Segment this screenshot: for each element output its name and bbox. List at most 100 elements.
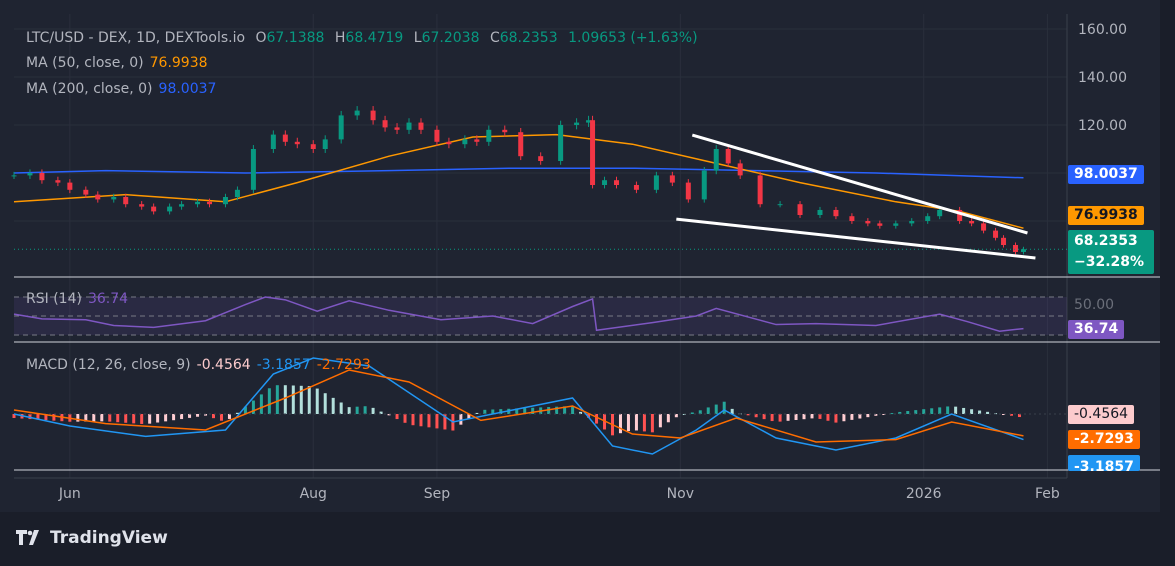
macd-histogram-bar: [555, 406, 559, 414]
macd-histogram-bar: [802, 414, 806, 420]
candle-body: [322, 139, 328, 149]
macd-histogram-bar: [427, 414, 431, 428]
macd-label: MACD (12, 26, close, 9): [26, 357, 191, 373]
macd-histogram-bar: [483, 409, 487, 414]
candle-body: [633, 185, 639, 190]
tradingview-icon: [16, 530, 39, 545]
macd-histogram-bar: [618, 414, 622, 434]
macd-histogram-bar: [100, 414, 104, 422]
candle-body: [95, 194, 101, 200]
candle-body: [39, 173, 45, 181]
macd-histogram-bar: [411, 414, 415, 426]
macd-histogram-bar: [914, 410, 918, 414]
candle-body: [538, 156, 544, 161]
macd-histogram-bar: [323, 393, 327, 414]
rsi-legend[interactable]: RSI (14) 36.74: [26, 291, 134, 307]
candle-body: [833, 209, 839, 217]
macd-histogram-bar: [714, 404, 718, 414]
macd-histogram-bar: [818, 414, 822, 419]
chart-canvas[interactable]: Jun Aug Sep Nov 2026 Feb 160.00 140.00 120.00: [0, 0, 1175, 512]
macd-histogram-bar: [722, 401, 726, 414]
macd-histogram-bar: [196, 414, 200, 417]
symbol-legend: LTC/USD - DEX, 1D, DEXTools.io O67.1388 …: [26, 30, 704, 46]
macd-histogram-bar: [291, 385, 295, 414]
macd-histogram-bar: [212, 414, 215, 419]
macd-histogram-bar: [499, 409, 503, 414]
macd-histogram-bar: [379, 411, 383, 414]
macd-histogram-bar: [587, 414, 591, 418]
x-tick-label: Feb: [1035, 486, 1060, 502]
close-value: C68.2353: [489, 30, 558, 46]
macd-histogram-bar: [954, 406, 958, 414]
chart-frame: [0, 0, 1160, 512]
tradingview-logo[interactable]: TradingView: [16, 528, 168, 548]
open-value: O67.1388: [255, 30, 325, 46]
candle-body: [969, 221, 975, 224]
candle-body: [757, 175, 763, 205]
ma200-label: MA (200, close, 0): [26, 81, 153, 97]
macd-histogram-bar: [363, 406, 367, 414]
macd-histogram-bar: [251, 400, 255, 414]
candle-body: [613, 180, 619, 185]
candle-body: [602, 180, 608, 185]
macd-histogram-bar: [642, 414, 646, 432]
macd-histogram-bar: [794, 414, 798, 420]
candle-body: [338, 115, 344, 140]
candle-body: [83, 189, 89, 195]
macd-histogram-bar: [698, 410, 702, 414]
ma50-legend[interactable]: MA (50, close, 0) 76.9938: [26, 55, 214, 71]
y-tick-label: 120.00: [1078, 118, 1127, 134]
macd-histogram-bar: [706, 407, 710, 414]
macd-histogram-bar: [204, 414, 208, 416]
macd-histogram-bar: [531, 407, 535, 414]
candle-body: [394, 127, 400, 130]
symbol-title[interactable]: LTC/USD - DEX, 1D, DEXTools.io: [26, 30, 246, 46]
macd-histogram-bar: [403, 414, 407, 423]
ma200-line: [13, 167, 1024, 179]
ma200-legend[interactable]: MA (200, close, 0) 98.0037: [26, 81, 222, 97]
macd-histogram-bar: [778, 414, 782, 422]
macd-histogram-bar: [650, 414, 654, 433]
macd-histogram-bar: [547, 407, 551, 414]
macd-legend[interactable]: MACD (12, 26, close, 9) -0.4564 -3.1857 -2.…: [26, 357, 377, 373]
macd-histogram-bar: [826, 414, 830, 421]
macd-histogram-bar: [92, 414, 96, 422]
macd-histogram-bar: [834, 414, 838, 423]
macd-histogram-bar: [523, 408, 527, 414]
macd-histogram-bar: [579, 411, 583, 414]
macd-histogram-bar: [475, 412, 479, 414]
candle-body: [849, 216, 855, 221]
candle-body: [111, 197, 117, 200]
macd-histogram-bar: [132, 414, 136, 424]
macd-histogram-bar: [491, 409, 495, 414]
macd-histogram-bar: [674, 414, 678, 418]
x-tick-label: Sep: [424, 486, 451, 502]
macd-histogram-bar: [467, 414, 471, 419]
macd-histogram-bar: [770, 414, 774, 422]
candle-body: [474, 139, 480, 142]
candle-body: [282, 134, 288, 142]
candle-body: [797, 204, 803, 215]
candle-body: [310, 144, 316, 149]
macd-histogram-bar: [962, 407, 966, 414]
ma50-label: MA (50, close, 0): [26, 55, 144, 71]
macd-histogram-bar: [634, 414, 638, 431]
macd-histogram-bar: [36, 414, 40, 420]
macd-histogram-bar: [299, 385, 303, 414]
candle-body: [207, 201, 213, 205]
rsi-line: [13, 296, 1024, 332]
candle-body: [1020, 249, 1026, 252]
macd-histogram-bar: [890, 413, 894, 415]
candle-body: [925, 216, 931, 221]
candle-body: [725, 149, 731, 164]
candle-body: [981, 223, 987, 231]
macd-histogram-bar: [76, 414, 80, 422]
macd-histogram-bar: [275, 385, 279, 414]
macd-histogram-bar: [148, 414, 152, 424]
macd-histogram-bar: [116, 414, 120, 423]
macd-tag: -3.1857: [1068, 455, 1140, 471]
change-percent: −32.28%: [1074, 254, 1145, 270]
macd-histogram-bar: [930, 408, 934, 414]
rsi-value: 36.74: [87, 291, 129, 307]
candle-body: [502, 129, 508, 133]
